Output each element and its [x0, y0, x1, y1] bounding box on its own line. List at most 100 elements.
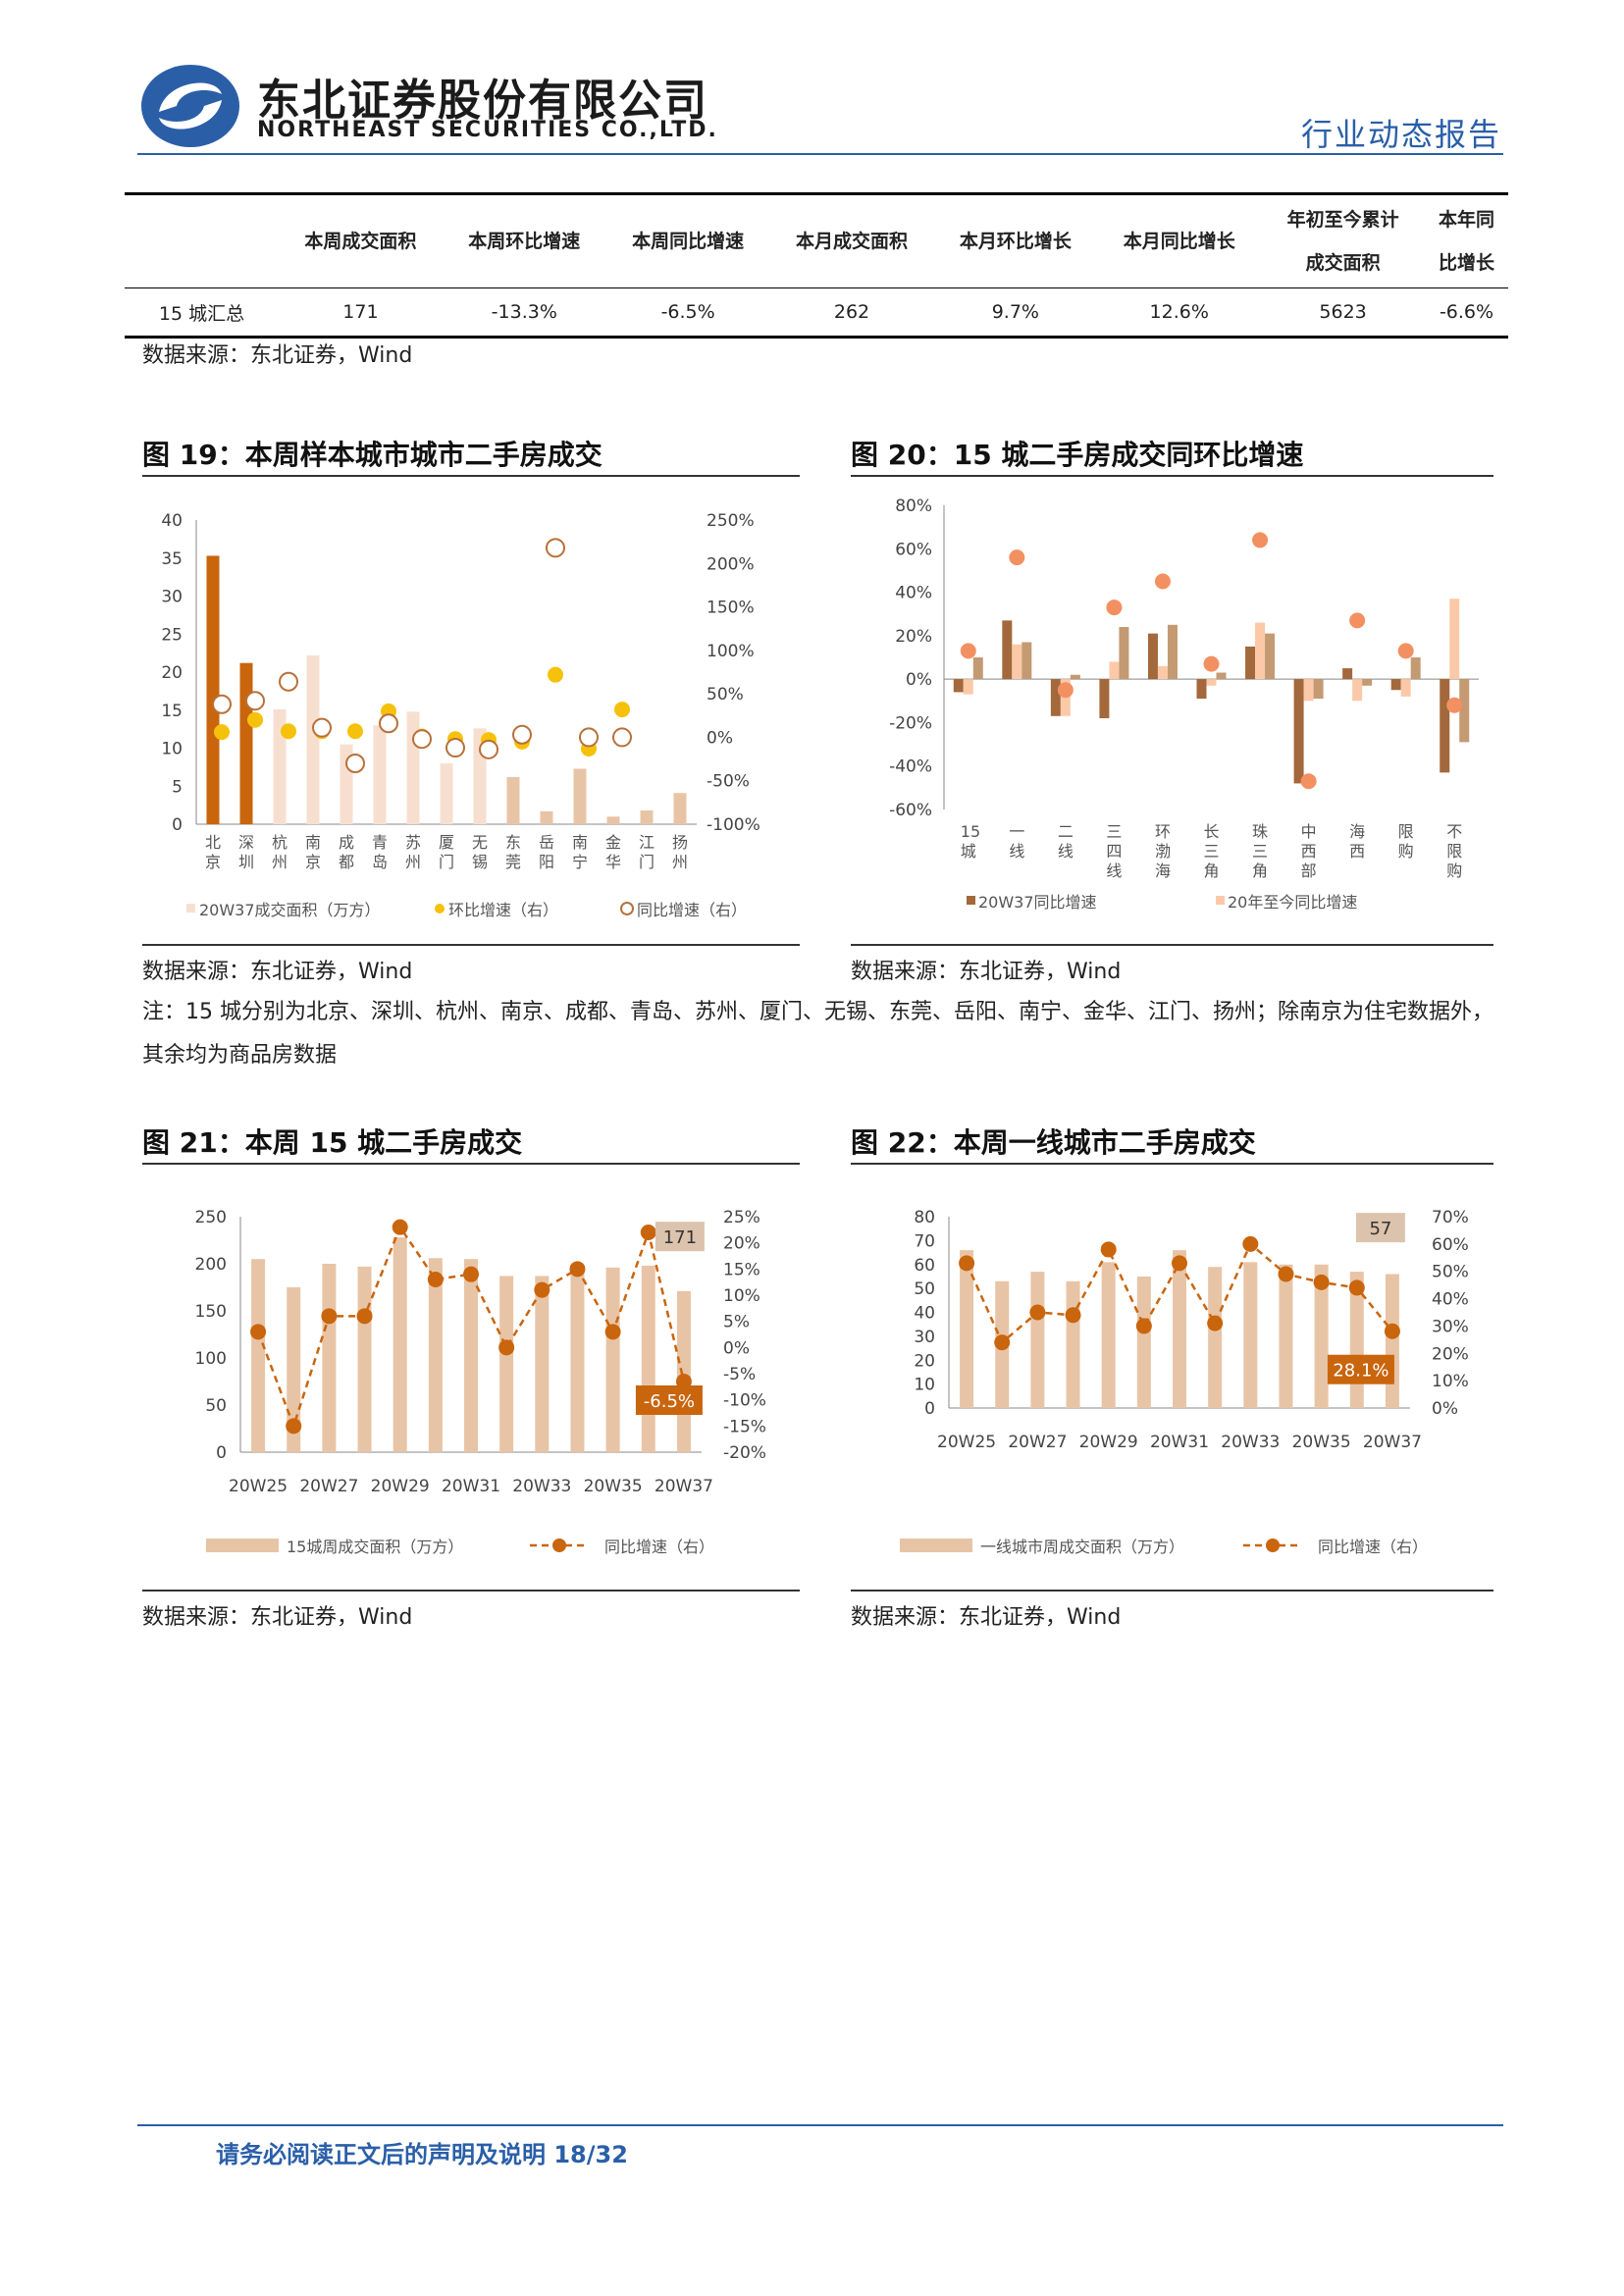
- y-tick-label-right: 0%: [707, 728, 733, 748]
- fig22-source: 数据来源：东北证券，Wind: [851, 1605, 1122, 1630]
- bar: [1066, 1280, 1080, 1408]
- x-tick-label: 20W31: [1150, 1433, 1209, 1452]
- fig19-top-rule: [142, 475, 800, 477]
- bar: [972, 657, 983, 680]
- data-label: -6.5%: [644, 1391, 695, 1412]
- header-line2: 比增长: [1439, 252, 1495, 274]
- x-tick-label: 江门: [639, 833, 655, 871]
- y-tick-label-right: -15%: [723, 1417, 766, 1436]
- hb-point: [347, 723, 363, 740]
- legend-label: 环比增速（右）: [448, 901, 558, 919]
- line-point: [1172, 1255, 1187, 1272]
- legend-swatch: [967, 896, 975, 905]
- x-tick-label: 二线: [1058, 822, 1074, 861]
- y-tick-label-right: -10%: [723, 1391, 766, 1411]
- y-tick-label-right: 20%: [723, 1234, 760, 1254]
- y-tick-label-left: 20: [914, 1351, 935, 1371]
- marker-point: [1349, 612, 1366, 629]
- line-point: [1384, 1323, 1400, 1339]
- bar: [1173, 1250, 1186, 1408]
- y-tick-label-left: 80: [914, 1208, 935, 1227]
- bar: [273, 708, 287, 824]
- bar: [1147, 633, 1158, 680]
- table-header-row: 本周成交面积 本周环比增速 本周同比增速 本月成交面积 本月环比增长 本月同比增…: [125, 193, 1508, 288]
- bar: [1362, 679, 1373, 686]
- fig21-title: 图 21：本周 15 城二手房成交: [142, 1126, 523, 1159]
- bar: [640, 810, 654, 824]
- bar: [357, 1266, 372, 1452]
- x-tick-label: 20W33: [1221, 1433, 1280, 1452]
- bar: [605, 1267, 620, 1452]
- legend-swatch: [206, 1539, 279, 1552]
- bar: [1243, 1262, 1258, 1408]
- fig22-chart: 0 10 20 30 40 50 60 70 80 0% 10% 20% 30% 40% 50% 60% 70%…: [900, 1208, 1469, 1556]
- y-tick-label-right: 70%: [1432, 1208, 1469, 1227]
- tb-point: [579, 727, 599, 748]
- bar: [1410, 657, 1421, 680]
- tb-point: [212, 694, 232, 714]
- fig22-top-rule: [851, 1163, 1493, 1165]
- bar: [373, 725, 387, 824]
- x-tick-label: 深圳: [238, 833, 254, 871]
- y-tick-label-left: 40: [161, 511, 183, 531]
- hb-point: [247, 711, 263, 728]
- y-tick-label-right: 50%: [707, 685, 744, 704]
- y-tick-label: 40%: [895, 584, 932, 603]
- y-tick-label-left: 20: [161, 663, 183, 683]
- line-point: [1065, 1307, 1081, 1324]
- y-tick-label-right: 10%: [723, 1286, 760, 1306]
- tb-point: [479, 739, 498, 759]
- x-tick-label: 东莞: [505, 833, 521, 871]
- tb-point: [445, 738, 465, 758]
- line-point: [534, 1281, 550, 1298]
- line-point: [250, 1324, 267, 1340]
- company-name-en: NORTHEAST SECURITIES CO.,LTD.: [257, 118, 718, 142]
- x-tick-label: 20W35: [584, 1477, 643, 1496]
- data-label-box: [655, 1222, 705, 1252]
- y-tick-label-right: 150%: [707, 599, 755, 618]
- tb-point: [245, 691, 265, 711]
- marker-point: [1009, 549, 1025, 566]
- bar: [960, 1250, 974, 1408]
- x-tick-label: 三四线: [1106, 822, 1122, 880]
- y-tick-label-right: 40%: [1432, 1290, 1469, 1310]
- bar: [239, 662, 253, 824]
- line-point: [1207, 1315, 1224, 1331]
- bar: [1206, 679, 1217, 686]
- x-tick-label: 20W25: [937, 1433, 996, 1452]
- bar: [1245, 646, 1256, 680]
- x-tick-label: 限购: [1398, 822, 1414, 861]
- y-tick-label-right: 60%: [1432, 1235, 1469, 1255]
- bar: [206, 555, 220, 824]
- bar: [606, 816, 620, 824]
- fig19-source: 数据来源：东北证券，Wind: [142, 960, 413, 984]
- y-tick-label-left: 0: [216, 1443, 227, 1463]
- tb-point: [612, 727, 632, 748]
- y-tick-label-right: 30%: [1432, 1317, 1469, 1336]
- y-tick-label-right: 100%: [707, 642, 755, 661]
- legend-label: 同比增速（右）: [1318, 1538, 1428, 1556]
- x-tick-label: 南宁: [572, 833, 588, 871]
- line-point: [1242, 1235, 1259, 1252]
- bar: [1303, 679, 1314, 702]
- table-header-cell: 本周成交面积: [304, 231, 417, 252]
- line-point: [1135, 1318, 1152, 1334]
- table-cell: 171: [342, 301, 379, 323]
- table-cell: 15 城汇总: [158, 302, 245, 325]
- y-tick-label-left: 40: [914, 1304, 935, 1324]
- fig22-title: 图 22：本周一线城市二手房成交: [851, 1126, 1256, 1159]
- table-header-cell: 年初至今累计 成交面积: [1261, 194, 1425, 288]
- y-tick-label-right: 10%: [1432, 1372, 1469, 1391]
- legend-label: 20W37同比增速: [978, 893, 1097, 912]
- line-point: [286, 1418, 302, 1435]
- table-cell: -6.5%: [660, 301, 715, 323]
- footer: 请务必阅读正文后的声明及说明 18/32: [216, 2135, 628, 2169]
- table-header-cell: 本月同比增长: [1123, 231, 1235, 252]
- report-type: 行业动态报告: [1300, 116, 1501, 153]
- y-tick-label-right: 0%: [1432, 1399, 1458, 1419]
- x-tick-label: 15 城: [961, 822, 980, 861]
- x-tick-label: 珠三角: [1252, 822, 1268, 880]
- fig19-title: 图 19：本周样本城市城市二手房成交: [142, 439, 602, 471]
- line-point: [498, 1339, 515, 1356]
- bar: [287, 1287, 301, 1452]
